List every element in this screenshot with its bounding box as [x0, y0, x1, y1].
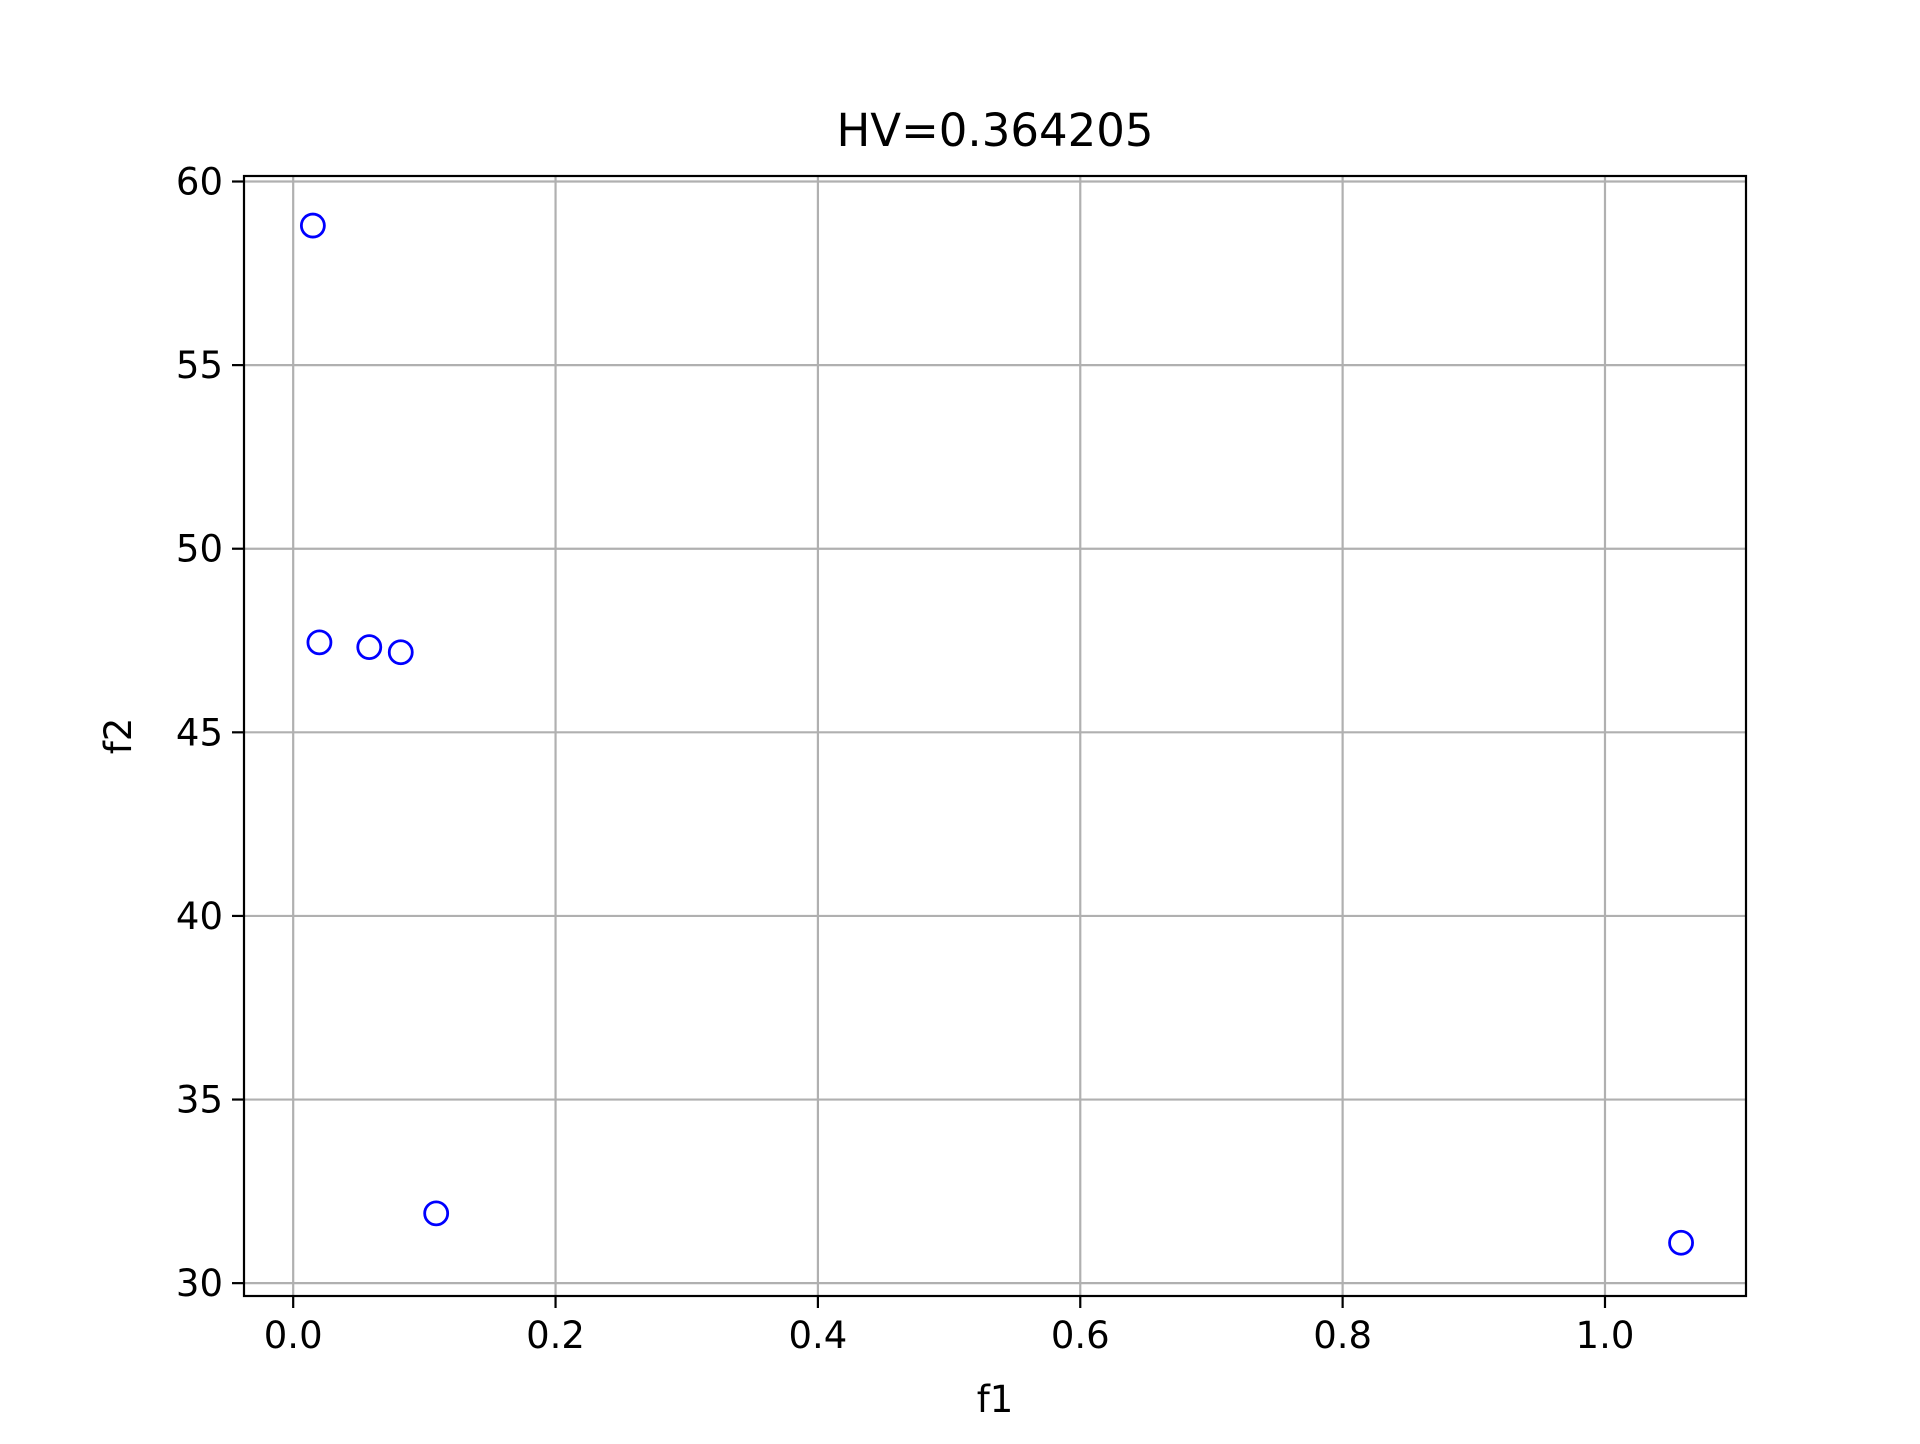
y-tick-label: 55	[176, 344, 223, 387]
grid	[244, 176, 1746, 1296]
x-tick-label: 0.4	[788, 1314, 847, 1357]
chart-title: HV=0.364205	[836, 104, 1153, 157]
data-point	[387, 639, 414, 666]
y-tick-label: 40	[176, 895, 223, 938]
data-point	[1668, 1229, 1694, 1256]
x-tick-label: 0.2	[526, 1314, 585, 1357]
y-tick-label: 35	[176, 1079, 223, 1122]
y-tick-label: 30	[176, 1262, 223, 1305]
y-axis: 30 35 40 45 50 55 60	[176, 161, 244, 1305]
y-axis-label: f2	[97, 718, 140, 755]
data-point	[299, 212, 326, 239]
data-point	[306, 629, 333, 656]
x-tick-label: 1.0	[1576, 1314, 1635, 1357]
y-tick-label: 60	[176, 161, 223, 204]
data-point	[356, 634, 383, 661]
x-axis-label: f1	[977, 1378, 1014, 1421]
x-tick-label: 0.6	[1051, 1314, 1110, 1357]
x-tick-label: 0.8	[1313, 1314, 1372, 1357]
x-axis: 0.0 0.2 0.4 0.6 0.8 1.0	[264, 1296, 1635, 1357]
plot-frame	[242, 174, 1748, 1298]
x-tick-label: 0.0	[264, 1314, 323, 1357]
y-tick-label: 50	[176, 528, 223, 571]
data-points	[299, 212, 1694, 1256]
y-tick-label: 45	[176, 711, 223, 754]
data-point	[423, 1200, 450, 1227]
